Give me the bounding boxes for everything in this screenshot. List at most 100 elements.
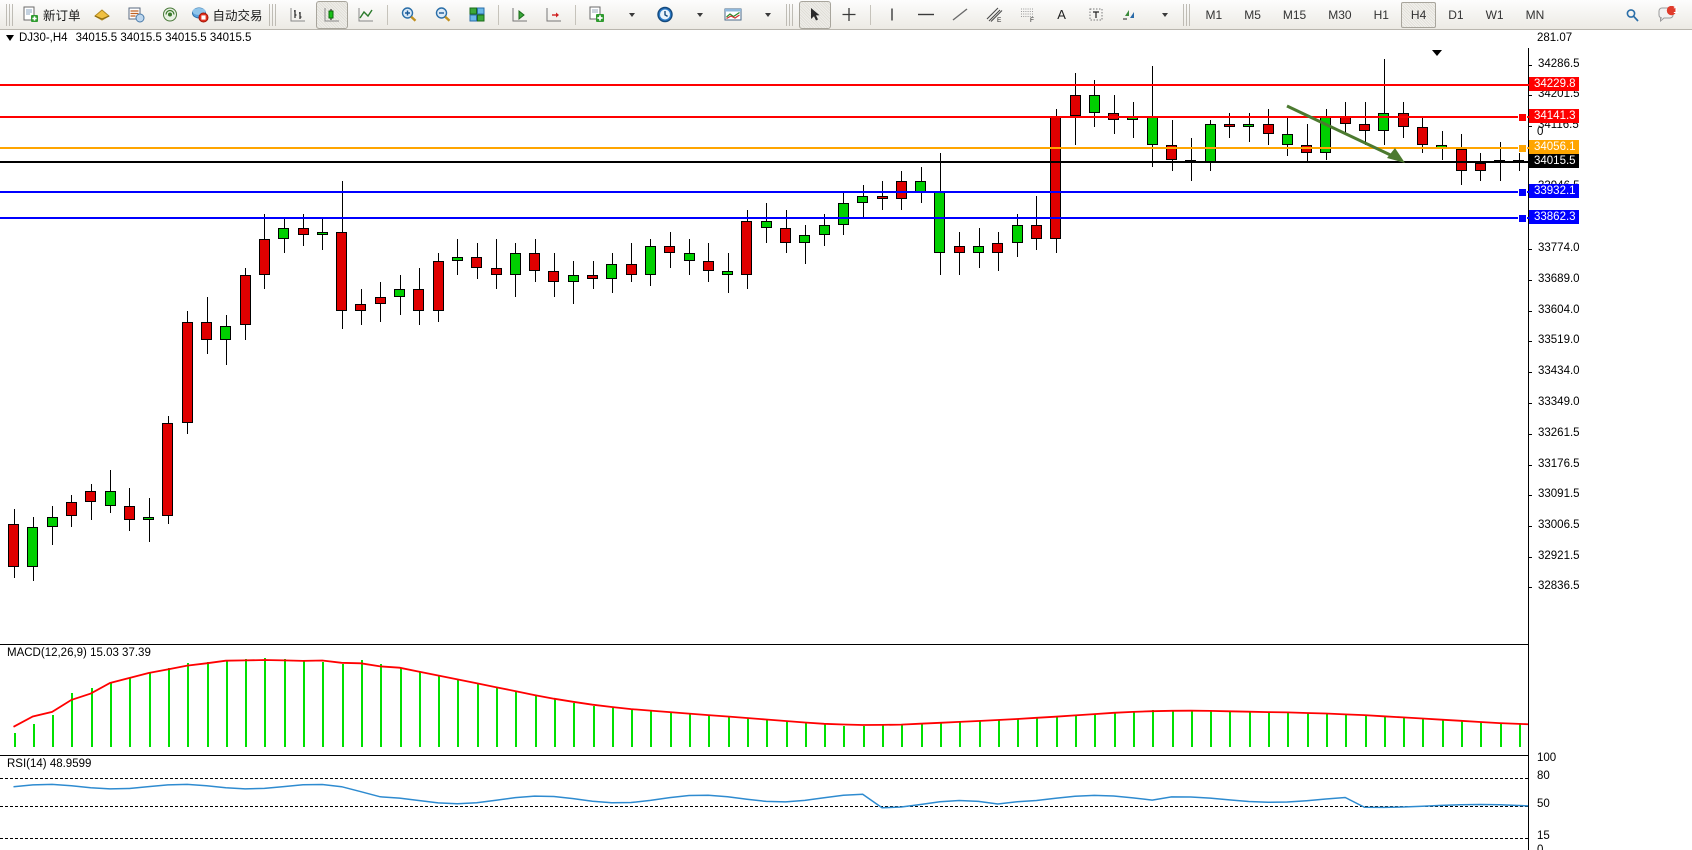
price-level-handle-resistance-1[interactable] (1518, 113, 1527, 122)
periods-dropdown[interactable] (683, 1, 715, 29)
candle-body (1513, 159, 1525, 162)
macd-histogram-bar (1056, 716, 1058, 747)
price-level-line-support-1[interactable] (0, 191, 1529, 194)
text-button[interactable]: A (1046, 1, 1078, 29)
signals-button[interactable] (154, 1, 186, 29)
price-level-line-pivot[interactable] (0, 146, 1529, 149)
candle-wick (1249, 112, 1250, 142)
horizontal-line-button[interactable] (910, 1, 942, 29)
price-axis[interactable]: 34286.534201.534116.534031.533946.533862… (1528, 48, 1692, 850)
expert-advisors-button[interactable] (86, 1, 118, 29)
trendline-button[interactable] (944, 1, 976, 29)
indicators-dropdown[interactable] (615, 1, 647, 29)
timeframe-group[interactable]: M1 M5 M15 M30 H1 H4 D1 W1 MN (1195, 1, 1556, 28)
price-level-tag-support-1[interactable]: 33932.1 (1529, 184, 1579, 199)
fibonacci-retracement-button[interactable]: F (1012, 1, 1044, 29)
candle-wick (1365, 102, 1366, 146)
toolbar-grip-3[interactable] (785, 3, 793, 26)
price-level-line-resistance-1[interactable] (0, 116, 1529, 118)
timeframe-h1-button[interactable]: H1 (1373, 7, 1389, 22)
cursor-button[interactable] (798, 0, 831, 29)
price-level-line-support-2[interactable] (0, 216, 1529, 219)
text-label-button[interactable] (1080, 1, 1112, 29)
line-chart-button[interactable] (350, 1, 382, 29)
candle-wick (805, 224, 806, 265)
toolbar-grip-2[interactable] (268, 3, 276, 26)
timeframe-w1-button[interactable]: W1 (1485, 7, 1504, 22)
price-level-handle-pivot[interactable] (1518, 143, 1527, 153)
main-toolbar[interactable]: 新订单 自动交易 (0, 0, 1692, 30)
price-level-tag-pivot[interactable]: 34056.1 (1529, 139, 1579, 154)
candle-wick (1307, 123, 1308, 164)
rsi-level-line-80 (0, 778, 1528, 780)
zoom-out-icon (435, 7, 450, 22)
toolbar-grip-4[interactable] (1182, 3, 1190, 26)
search-button[interactable] (1617, 1, 1649, 29)
chart-canvas[interactable]: DJ30-,H4 34015.5 34015.5 34015.5 34015.5… (0, 30, 1692, 850)
new-order-label: 新订单 (43, 9, 81, 23)
auto-scroll-button[interactable] (504, 1, 536, 29)
candle-body (220, 325, 232, 340)
toolbar-right-group[interactable]: 1 (1616, 0, 1684, 30)
candle-body (1223, 123, 1235, 128)
zoom-out-button[interactable] (427, 1, 459, 29)
price-level-handle-support-1[interactable] (1518, 188, 1527, 198)
notification-button[interactable]: 1 (1651, 1, 1683, 29)
templates-button[interactable] (717, 1, 749, 29)
price-level-tag-support-2[interactable]: 33862.3 (1529, 209, 1579, 224)
price-level-tag-resistance-2[interactable]: 34229.8 (1529, 77, 1579, 92)
macd-histogram-bar (1384, 716, 1386, 747)
toolbar-grip[interactable] (6, 3, 13, 26)
zoom-in-button[interactable] (393, 1, 425, 29)
candle-body (876, 195, 888, 200)
zoom-in-icon (401, 7, 416, 22)
candle-body (471, 257, 483, 268)
timeframe-d1-button[interactable]: D1 (1448, 7, 1464, 22)
price-level-tag-last-price[interactable]: 34015.5 (1529, 154, 1579, 169)
new-order-button[interactable]: 新订单 (19, 1, 84, 29)
tile-windows-button[interactable] (461, 1, 493, 29)
macd-histogram-bar (805, 722, 807, 747)
vertical-line-button[interactable] (876, 1, 908, 29)
candle-body (258, 239, 270, 276)
price-level-handle-support-2[interactable] (1518, 213, 1527, 223)
timeframe-m5-button[interactable]: M5 (1244, 7, 1261, 22)
periods-button[interactable] (649, 1, 681, 29)
arrows-dropdown[interactable] (1148, 1, 1180, 29)
price-level-line-last-price[interactable] (0, 161, 1529, 164)
timeframe-h4-button[interactable]: H4 (1400, 1, 1437, 28)
macd-histogram-bar (187, 663, 189, 747)
fibonacci-retracement-icon: F (1020, 8, 1034, 23)
price-level-tag-resistance-1[interactable]: 34141.3 (1529, 109, 1579, 123)
timeframe-mn-button[interactable]: MN (1525, 7, 1545, 22)
bar-chart-button[interactable] (282, 1, 314, 29)
timeframe-m30-button[interactable]: M30 (1328, 7, 1352, 22)
price-pane[interactable] (0, 48, 1544, 603)
data-window-button[interactable] (120, 1, 152, 29)
equidistant-channel-button[interactable]: E (978, 1, 1010, 29)
arrows-button[interactable] (1114, 1, 1146, 29)
macd-histogram-bar (496, 687, 498, 747)
periods-icon (656, 6, 673, 23)
candle-body (1088, 94, 1100, 113)
macd-axis-label: 0 (1537, 126, 1544, 138)
bar-chart-icon (290, 8, 305, 22)
timeframe-m1-button[interactable]: M1 (1205, 7, 1223, 22)
candle-body (722, 271, 734, 276)
svg-text:E: E (997, 17, 1002, 23)
price-level-line-resistance-2[interactable] (0, 84, 1529, 87)
macd-pane[interactable]: MACD(12,26,9) 15.03 37.39 (0, 644, 1540, 748)
candle-body (201, 321, 212, 340)
templates-dropdown[interactable] (751, 1, 783, 29)
candlestick-chart-button[interactable] (315, 0, 348, 29)
timeframe-m15-button[interactable]: M15 (1282, 7, 1307, 22)
chart-menu-triangle-icon[interactable] (6, 35, 14, 41)
rsi-pane[interactable]: RSI(14) 48.9599 (0, 755, 1528, 850)
down-trend-arrow-icon[interactable] (1283, 102, 1423, 172)
auto-trading-button[interactable]: 自动交易 (188, 1, 266, 29)
indicators-button[interactable] (581, 1, 613, 29)
macd-histogram-bar (245, 659, 247, 747)
crosshair-button[interactable] (833, 1, 865, 29)
candle-body (143, 516, 155, 521)
chart-shift-button[interactable] (538, 1, 570, 29)
